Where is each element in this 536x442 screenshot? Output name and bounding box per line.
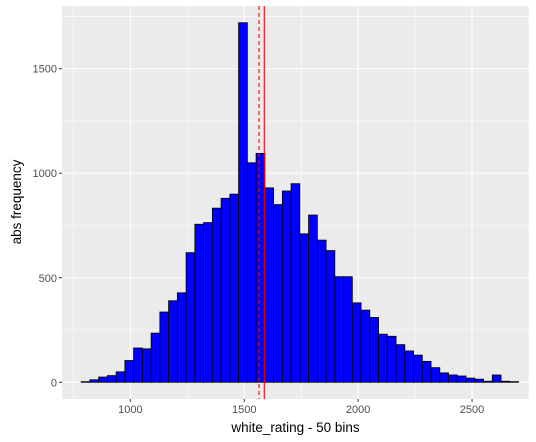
- histogram-bar: [159, 311, 170, 383]
- histogram-bars: [80, 22, 519, 383]
- histogram-bar: [168, 300, 178, 383]
- y-tick-label: 1000: [33, 168, 57, 180]
- histogram-bar: [246, 162, 257, 383]
- histogram-bar: [334, 276, 344, 383]
- histogram-bar: [509, 381, 519, 383]
- histogram-bar: [150, 332, 161, 383]
- histogram-bar: [369, 317, 379, 383]
- histogram-bar: [395, 344, 406, 383]
- histogram-bar: [316, 239, 327, 383]
- histogram-bar: [325, 250, 336, 383]
- histogram-bar: [203, 222, 213, 383]
- x-tick-label: 2000: [346, 404, 370, 416]
- x-axis-title: white_rating - 50 bins: [230, 420, 360, 435]
- histogram-bar: [500, 380, 511, 383]
- histogram-bar: [281, 190, 292, 383]
- histogram-bar: [124, 360, 135, 383]
- histogram-bar: [378, 333, 388, 383]
- histogram-bar: [351, 302, 362, 383]
- histogram-bar: [133, 347, 143, 383]
- histogram-bar: [80, 381, 91, 383]
- histogram-bar: [308, 214, 318, 383]
- y-axis-title: abs frequency: [9, 159, 24, 244]
- histogram-bar: [430, 367, 441, 383]
- x-tick-label: 1000: [118, 404, 142, 416]
- histogram-bar: [194, 223, 205, 383]
- histogram-bar: [238, 22, 248, 383]
- histogram-bar: [413, 354, 423, 383]
- histogram-bar: [106, 375, 117, 383]
- histogram-bar: [273, 204, 283, 383]
- histogram-bar: [290, 183, 301, 383]
- histogram-bar: [448, 374, 458, 383]
- histogram-bar: [211, 207, 222, 383]
- histogram-bar: [220, 197, 231, 383]
- y-tick-label: 1500: [33, 64, 57, 76]
- histogram-bar: [98, 376, 108, 383]
- histogram-bar: [343, 276, 353, 383]
- histogram-bar: [404, 350, 414, 383]
- histogram-bar: [491, 374, 502, 383]
- histogram-bar: [421, 360, 432, 383]
- histogram-bar: [483, 380, 493, 383]
- histogram-bar: [141, 348, 152, 383]
- x-axis-ticks: 1000 1500 2000 2500: [118, 399, 484, 416]
- histogram-bar: [89, 379, 100, 383]
- x-tick-label: 2500: [460, 404, 484, 416]
- histogram-bar: [299, 233, 309, 383]
- histogram-bar: [185, 252, 196, 383]
- y-axis-ticks: 0 500 1000 1500: [33, 64, 62, 389]
- histogram-bar: [465, 377, 476, 383]
- histogram-bar: [360, 309, 371, 383]
- y-tick-label: 0: [51, 377, 57, 389]
- reference-lines: [258, 6, 265, 399]
- histogram-bar: [115, 371, 126, 383]
- y-tick-label: 500: [39, 273, 57, 285]
- histogram-bar: [456, 375, 467, 383]
- x-tick-label: 1500: [232, 404, 256, 416]
- histogram-bar: [474, 378, 484, 383]
- histogram-bar: [439, 372, 449, 383]
- histogram-bar: [176, 292, 187, 383]
- histogram-bar: [229, 193, 239, 383]
- histogram-bar: [386, 335, 397, 383]
- histogram-bar: [264, 187, 274, 383]
- histogram-bar: [255, 152, 266, 383]
